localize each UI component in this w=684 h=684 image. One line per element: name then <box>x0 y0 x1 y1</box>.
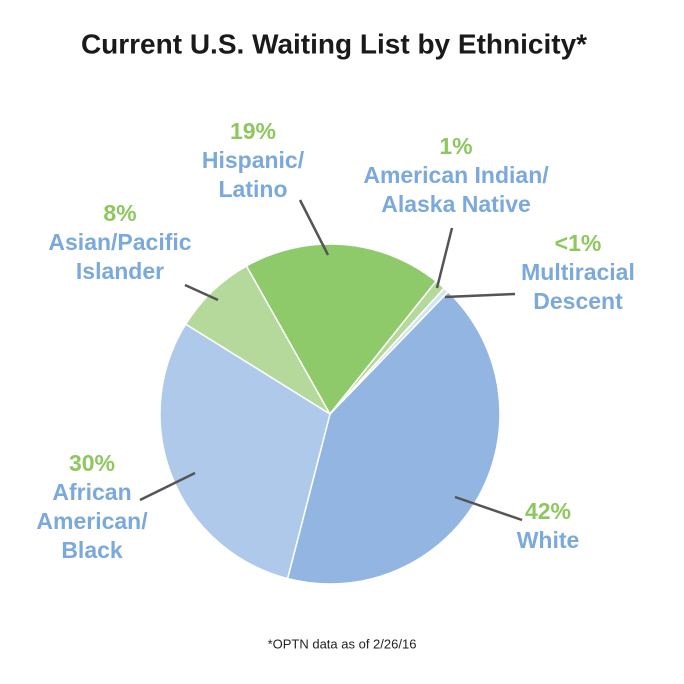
slice-label: American Indian/Alaska Native <box>363 162 549 217</box>
leader-line <box>184 283 219 302</box>
value-label: 1% <box>439 133 472 159</box>
leader-line <box>444 292 516 299</box>
slice-label: White <box>517 527 580 553</box>
value-label: <1% <box>555 230 602 256</box>
leader-line <box>139 471 196 502</box>
slice-label: Asian/Pacific Islander <box>48 229 191 284</box>
leader-line <box>454 495 523 522</box>
slice-label: Hispanic/Latino <box>202 147 305 202</box>
value-label: 19% <box>230 118 276 144</box>
value-label: 30% <box>69 450 115 476</box>
chart-title: Current U.S. Waiting List by Ethnicity* <box>81 28 587 59</box>
pie-slice <box>329 287 450 415</box>
leader-line <box>435 227 454 289</box>
slice-label: Multiracial Descent <box>521 259 635 314</box>
value-label: 42% <box>525 498 571 524</box>
pie-slice <box>245 243 438 416</box>
leader-line <box>298 199 330 256</box>
pie-slice <box>286 290 501 585</box>
footnote: *OPTN data as of 2/26/16 <box>268 636 417 651</box>
value-label: 8% <box>103 200 136 226</box>
slice-label: African American/Black <box>36 479 148 563</box>
